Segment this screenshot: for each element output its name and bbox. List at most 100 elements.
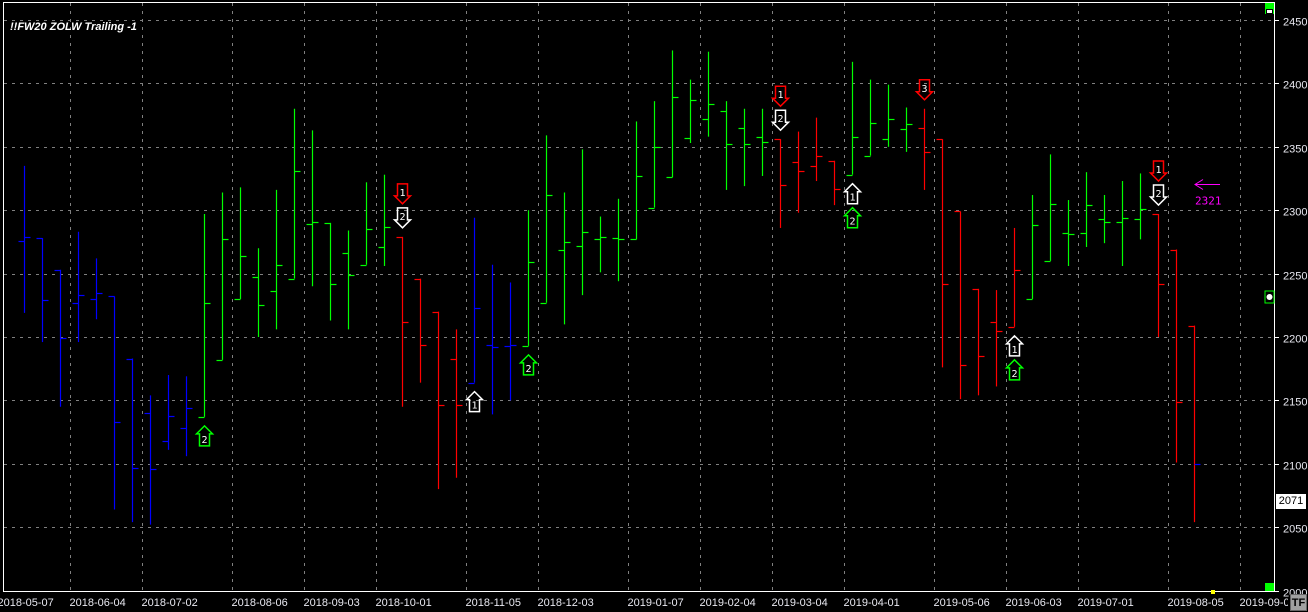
ohlc-bar xyxy=(1080,172,1093,247)
ohlc-bar xyxy=(792,131,805,213)
y-axis: 2000205021002150220022502300235024002450 xyxy=(1274,17,1307,600)
ohlc-bar xyxy=(630,121,643,241)
arrow-shape xyxy=(1148,160,1169,183)
ohlc-bar xyxy=(270,189,283,330)
price-scale-handle-icon[interactable] xyxy=(1264,290,1275,304)
ohlc-bar xyxy=(486,264,499,415)
ohlc-bar xyxy=(342,230,355,330)
signal-arrows: 2 2 1 1 2 2 1 1 2 3 1 2 2 1 xyxy=(194,79,1169,447)
ohlc-bar xyxy=(954,210,967,400)
ohlc-bar xyxy=(198,214,211,419)
chart-title: !!FW20 ZOLW Trailing -1 xyxy=(10,21,137,33)
ohlc-bar xyxy=(1116,181,1129,266)
x-tick-label: 2019-01-07 xyxy=(628,597,684,609)
signal-label: 2 xyxy=(1011,369,1017,380)
signal-label: 2 xyxy=(849,217,855,228)
signal-label: 1 xyxy=(471,401,477,412)
ohlc-bar xyxy=(162,375,175,450)
ohlc-bar xyxy=(558,192,571,325)
ohlc-bar xyxy=(1062,200,1075,266)
x-tick-label: 2019-04-01 xyxy=(844,597,900,609)
arrow-shape xyxy=(770,85,791,108)
timeframe-button[interactable]: TF xyxy=(1290,594,1307,611)
ohlc-bar xyxy=(756,108,769,176)
signal-label: 1 xyxy=(1011,345,1017,356)
ohlc-bar xyxy=(540,135,553,305)
ohlc-bar xyxy=(360,182,373,267)
scroll-bottom-icon[interactable] xyxy=(1265,583,1274,591)
x-tick-label: 2018-08-06 xyxy=(232,597,288,609)
x-tick-label: 2019-08-05 xyxy=(1168,597,1224,609)
x-tick-label: 2019-09-02 xyxy=(1240,597,1296,609)
y-tick-label: 2200 xyxy=(1283,334,1307,346)
signal-down-arrow-icon: 3 xyxy=(914,79,935,101)
signal-label: 2 xyxy=(1155,189,1161,200)
price-marker-arrow: 2321 xyxy=(1194,179,1222,208)
ohlc-bar xyxy=(504,282,517,401)
ohlc-bar xyxy=(378,174,391,266)
ohlc-bar xyxy=(1170,249,1183,463)
ohlc-bar xyxy=(702,51,715,137)
x-tick-label: 2018-05-07 xyxy=(0,597,54,609)
y-tick-label: 2250 xyxy=(1283,271,1307,283)
signal-label: 1 xyxy=(1155,165,1161,176)
y-tick-label: 2150 xyxy=(1283,397,1307,409)
arrow-shape xyxy=(770,109,791,132)
x-tick-label: 2018-11-05 xyxy=(466,597,521,609)
arrow-shape xyxy=(194,424,215,447)
ohlc-bar xyxy=(288,108,301,281)
arrow-shape xyxy=(518,353,539,376)
x-axis: 2018-05-07 2018-06-04 2018-07-02 2018-08-06… xyxy=(0,597,1296,609)
ohlc-bar xyxy=(306,130,319,287)
current-bar-marker xyxy=(1211,590,1215,594)
last-price-label: 2071 xyxy=(1276,494,1306,509)
x-tick-label: 2018-06-04 xyxy=(70,597,126,609)
ohlc-bar xyxy=(936,138,949,368)
signal-label: 2 xyxy=(399,212,405,223)
y-tick-label: 2450 xyxy=(1283,17,1307,29)
ohlc-bar xyxy=(216,192,229,362)
ohlc-bar xyxy=(810,117,823,182)
x-tick-label: 2019-07-01 xyxy=(1078,597,1134,609)
signal-label: 1 xyxy=(399,188,405,199)
x-tick-label: 2019-03-04 xyxy=(772,597,828,609)
ohlc-bar xyxy=(828,160,841,206)
ohlc-bar xyxy=(252,248,265,337)
ohlc-bar xyxy=(972,288,985,396)
ohlc-bar xyxy=(864,79,877,158)
signal-down-arrow-icon: 1 xyxy=(770,85,791,108)
x-tick-label: 2018-09-03 xyxy=(304,597,360,609)
signal-down-arrow-icon: 2 xyxy=(392,207,413,229)
ohlc-bar xyxy=(576,149,589,296)
ohlc-bar xyxy=(414,278,427,383)
signal-down-arrow-icon: 2 xyxy=(1148,184,1169,207)
ohlc-bar xyxy=(738,108,751,187)
ohlc-bar xyxy=(684,79,697,143)
ohlc-bar xyxy=(1134,173,1147,240)
arrow-shape xyxy=(842,206,863,229)
signal-label: 2 xyxy=(201,435,207,446)
signal-down-arrow-icon: 2 xyxy=(770,109,791,132)
ohlc-bar xyxy=(648,101,661,210)
ohlc-bar xyxy=(396,236,409,407)
ohlc-bar xyxy=(774,138,787,228)
signal-label: 1 xyxy=(849,193,855,204)
ohlc-bar xyxy=(324,222,337,321)
arrow-shape xyxy=(392,183,413,205)
signal-down-arrow-icon: 1 xyxy=(1148,160,1169,183)
x-tick-label: 2019-02-04 xyxy=(700,597,756,609)
x-tick-label: 2018-12-03 xyxy=(538,597,594,609)
y-tick-label: 2350 xyxy=(1283,144,1307,156)
ohlc-bar xyxy=(72,231,85,343)
y-tick-label: 2050 xyxy=(1283,524,1307,536)
grid xyxy=(4,3,1274,592)
ohlc-bar xyxy=(144,395,157,525)
scroll-top-icon[interactable] xyxy=(1265,3,1274,14)
arrow-shape xyxy=(842,182,863,205)
signal-up-arrow-icon: 2 xyxy=(842,206,863,229)
ohlc-bar xyxy=(234,187,247,301)
ohlc-bar xyxy=(468,217,481,385)
ohlc-bar xyxy=(1098,194,1111,244)
ohlc-bar xyxy=(1008,227,1021,329)
